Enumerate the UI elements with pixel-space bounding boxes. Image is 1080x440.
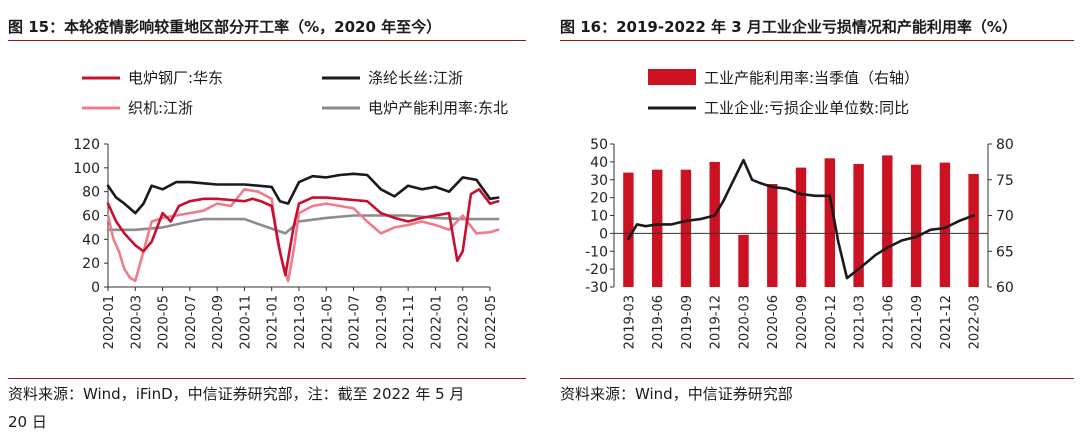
x-tick-label: 2021-09 (375, 295, 390, 349)
bar (853, 164, 864, 287)
x-tick-label: 2020-05 (157, 295, 172, 349)
bar (910, 164, 922, 287)
bar (623, 172, 634, 287)
y-tick-label: 120 (73, 137, 100, 153)
legend-label: 织机:江浙 (128, 99, 193, 117)
legend-label: 工业产能利用率:当季值（右轴） (704, 69, 919, 87)
right-chart-panel: 图 16：2019-2022 年 3 月工业企业亏损情况和产能利用率（%） 工业… (552, 0, 1080, 440)
y-tick-label-right: 60 (996, 280, 1014, 296)
y-tick-label-right: 65 (996, 244, 1014, 260)
y-tick-label-right: 80 (996, 137, 1014, 153)
x-tick-label: 2021-01 (266, 295, 281, 349)
x-tick-label: 2019-12 (709, 295, 724, 349)
x-tick-label: 2021-03 (853, 295, 868, 349)
left-title-rule (8, 40, 526, 41)
left-source: 资料来源：Wind，iFinD，中信证券研究部，注：截至 2022 年 5 月 … (8, 380, 464, 436)
y-tick-label: 100 (73, 161, 100, 177)
bar (968, 174, 979, 287)
x-tick-label: 2021-06 (881, 295, 896, 349)
bar (882, 155, 893, 287)
legend-label: 工业企业:亏损企业单位数:同比 (704, 99, 909, 117)
y-tick-label-left: 30 (590, 173, 608, 189)
x-tick-label: 2022-01 (429, 295, 444, 349)
x-tick-label: 2021-12 (939, 295, 954, 349)
y-tick-label: 60 (82, 209, 100, 225)
y-tick-label-left: 10 (590, 209, 608, 225)
x-tick-label: 2021-11 (402, 295, 417, 349)
bar (680, 169, 692, 287)
x-tick-label: 2022-03 (968, 295, 983, 349)
bar (652, 169, 663, 287)
y-tick-label-left: -10 (585, 244, 608, 260)
bar (939, 162, 951, 287)
x-tick-label: 2019-03 (622, 295, 637, 349)
x-tick-label: 2020-03 (737, 295, 752, 349)
bar (767, 184, 778, 287)
x-tick-label: 2020-03 (129, 295, 144, 349)
x-tick-label: 2019-09 (680, 295, 695, 349)
x-tick-label: 2020-12 (824, 295, 839, 349)
bar (738, 234, 749, 287)
right-source-rule (560, 378, 1074, 379)
right-source: 资料来源：Wind，中信证券研究部 (560, 385, 793, 403)
right-chart-title: 图 16：2019-2022 年 3 月工业企业亏损情况和产能利用率（%） (560, 18, 1017, 36)
legend-label: 涤纶长丝:江浙 (368, 69, 463, 87)
x-tick-label: 2020-07 (184, 295, 199, 349)
right-title-rule (560, 40, 1074, 41)
y-tick-label-right: 70 (996, 209, 1014, 225)
left-source-rule (8, 378, 526, 379)
y-tick-label: 0 (91, 280, 100, 296)
x-tick-label: 2021-09 (910, 295, 925, 349)
right-chart: 工业产能利用率:当季值（右轴） 工业企业:亏损企业单位数:同比 -30 -20 -10 0… (585, 69, 1014, 349)
x-tick-label: 2021-07 (348, 295, 363, 349)
bar (824, 158, 835, 287)
legend-label: 电炉产能利用率:东北 (368, 99, 508, 117)
y-tick-label: 80 (82, 185, 100, 201)
y-tick-label-left: 40 (590, 155, 608, 171)
left-chart-panel: 图 15：本轮疫情影响较重地区部分开工率（%，2020 年至今） 电炉钢厂:华东… (8, 18, 526, 436)
y-tick-label: 20 (82, 256, 100, 272)
x-tick-label: 2020-09 (795, 295, 810, 349)
x-tick-label: 2019-06 (651, 295, 666, 349)
y-tick-label-right: 75 (996, 173, 1014, 189)
y-tick-label: 40 (82, 232, 100, 248)
x-tick-label: 2021-03 (293, 295, 308, 349)
series-line (106, 188, 500, 277)
x-tick-label: 2020-11 (238, 295, 253, 349)
x-tick-label: 2020-06 (766, 295, 781, 349)
left-source-line1: 资料来源：Wind，iFinD，中信证券研究部，注：截至 2022 年 5 月 (8, 385, 465, 403)
y-tick-label-left: -30 (585, 280, 608, 296)
x-tick-label: 2022-03 (457, 295, 472, 349)
bar (709, 161, 720, 287)
left-chart-title: 图 15：本轮疫情影响较重地区部分开工率（%，2020 年至今） (8, 18, 442, 36)
legend-label: 电炉钢厂:华东 (128, 69, 223, 87)
y-tick-label-left: 50 (590, 137, 608, 153)
x-tick-label: 2020-09 (211, 295, 226, 349)
line-series (627, 158, 975, 280)
x-tick-label: 2021-05 (320, 295, 335, 349)
y-tick-label-left: 0 (599, 226, 608, 242)
series-line (106, 172, 500, 215)
x-tick-label: 2020-01 (102, 295, 117, 349)
left-source-line2: 20 日 (8, 413, 47, 431)
legend-swatch (648, 69, 696, 85)
x-tick-label: 2022-05 (484, 295, 499, 349)
y-tick-label-left: -20 (585, 262, 608, 278)
bar (795, 167, 807, 287)
y-tick-label-left: 20 (590, 191, 608, 207)
